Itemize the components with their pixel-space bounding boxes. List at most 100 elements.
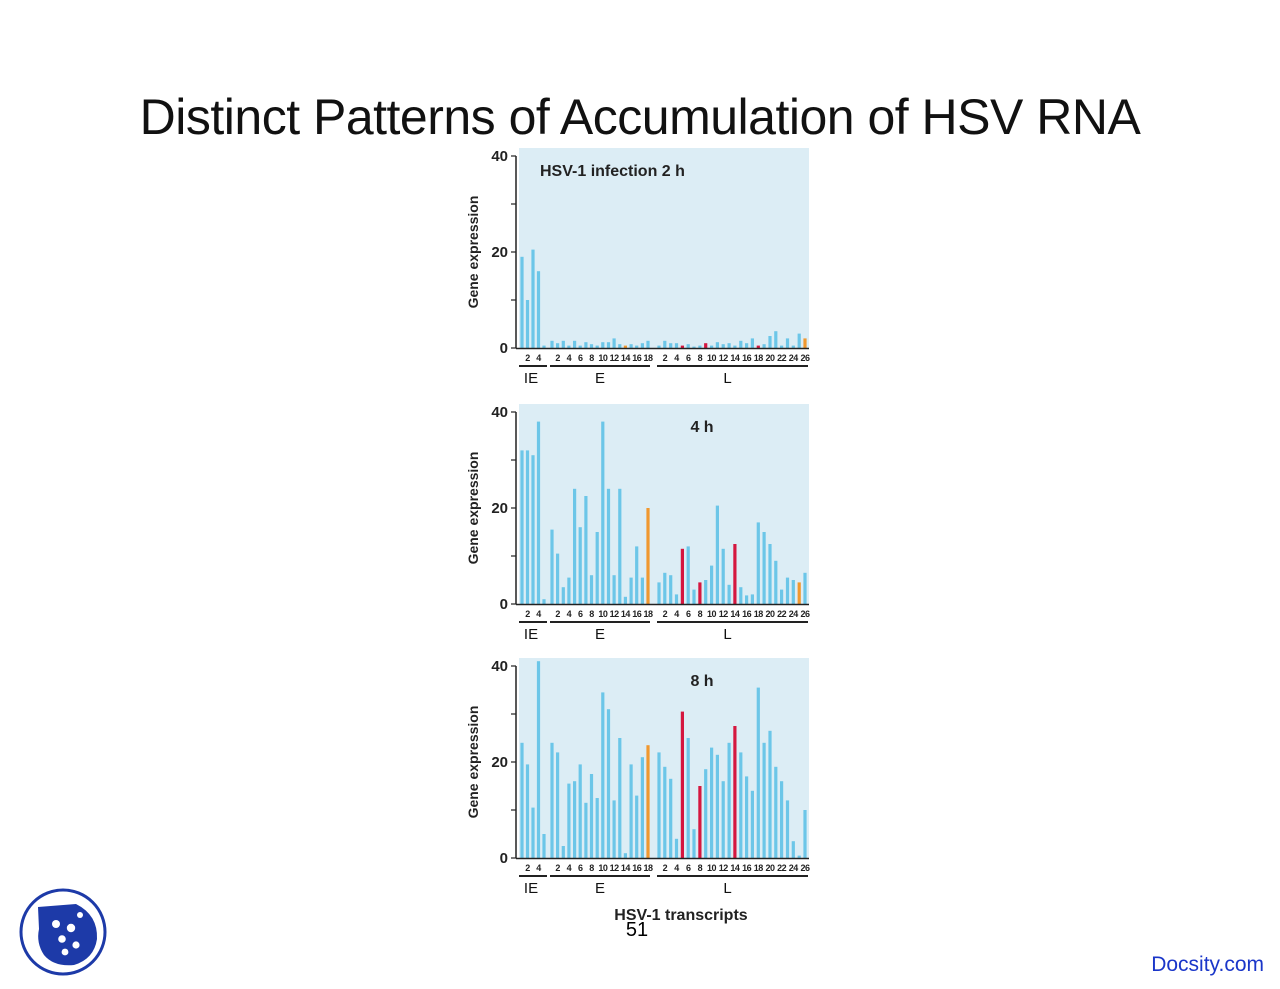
bar: [762, 742, 766, 858]
x-tick-label: 4: [567, 353, 572, 363]
bar: [525, 300, 530, 348]
panel-title: 4 h: [690, 419, 713, 436]
bar: [710, 565, 714, 604]
slide-title: Distinct Patterns of Accumulation of HSV…: [139, 89, 1141, 145]
bar: [698, 786, 702, 858]
bar: [657, 752, 661, 858]
y-tick-label: 40: [491, 148, 508, 165]
bar: [739, 340, 743, 348]
bar: [756, 522, 760, 604]
x-tick-label: 2: [525, 863, 530, 873]
bar: [542, 345, 546, 348]
group-label: E: [595, 370, 605, 387]
x-tick-label: 4: [567, 863, 572, 873]
bar: [733, 345, 737, 348]
bar: [745, 343, 749, 348]
bar: [750, 338, 754, 348]
bar: [595, 798, 599, 858]
bar: [715, 505, 719, 604]
bar: [774, 766, 778, 858]
bar: [692, 829, 696, 858]
x-tick-label: 4: [536, 609, 541, 619]
y-tick-label: 0: [500, 596, 508, 613]
x-tick-label: 12: [610, 609, 620, 619]
bar: [780, 589, 784, 604]
x-tick-label: 8: [589, 609, 594, 619]
bar: [680, 548, 684, 604]
x-tick-label: 4: [674, 609, 679, 619]
x-tick-label: 10: [707, 863, 717, 873]
bar: [721, 548, 725, 604]
x-tick-label: 16: [742, 863, 752, 873]
y-tick-label: 20: [491, 244, 508, 261]
x-tick-label: 14: [621, 863, 631, 873]
panel-title: 8 h: [690, 673, 713, 690]
x-axis-label: HSV-1 transcripts: [614, 907, 747, 924]
bar: [542, 599, 546, 604]
bar: [573, 781, 577, 858]
bar: [663, 766, 667, 858]
x-tick-label: 4: [536, 353, 541, 363]
y-tick-label: 0: [500, 340, 508, 357]
y-tick-label: 20: [491, 754, 508, 771]
bar: [704, 580, 708, 604]
bar: [561, 587, 565, 604]
bar: [669, 575, 673, 604]
bar: [640, 577, 644, 604]
bar: [550, 529, 554, 604]
bar: [578, 764, 582, 858]
bar: [721, 781, 725, 858]
group-label: L: [723, 370, 731, 387]
group-label: E: [595, 626, 605, 643]
bar: [618, 738, 622, 858]
bar: [727, 742, 731, 858]
bar: [686, 738, 690, 858]
bar: [674, 594, 679, 604]
bar: [629, 344, 633, 348]
bar: [803, 338, 807, 348]
bar: [623, 853, 627, 858]
bar: [669, 778, 673, 858]
bar: [733, 544, 737, 604]
x-tick-label: 8: [698, 609, 703, 619]
x-tick-label: 4: [536, 863, 541, 873]
bar: [750, 594, 754, 604]
group-label: L: [723, 626, 731, 643]
bar: [674, 838, 679, 858]
bar: [536, 271, 541, 348]
bar: [589, 774, 594, 858]
x-tick-label: 8: [589, 353, 594, 363]
x-tick-label: 6: [578, 353, 583, 363]
x-tick-label: 18: [754, 863, 764, 873]
bar: [640, 343, 644, 348]
x-tick-label: 18: [754, 609, 764, 619]
x-tick-label: 16: [632, 609, 642, 619]
bar: [657, 582, 661, 604]
bar: [739, 587, 743, 604]
x-tick-label: 24: [789, 353, 799, 363]
bar: [589, 344, 594, 348]
x-tick-label: 14: [730, 609, 740, 619]
bar: [531, 249, 535, 348]
bar: [791, 345, 795, 348]
docsity-watermark: Docsity.com: [1151, 953, 1264, 976]
bar: [727, 343, 731, 348]
bar: [663, 572, 667, 604]
x-tick-label: 12: [610, 353, 620, 363]
bar: [715, 754, 719, 858]
bar: [785, 338, 790, 348]
x-tick-label: 10: [707, 353, 717, 363]
docsity-logo: [19, 888, 107, 976]
x-tick-label: 2: [525, 609, 530, 619]
bar: [573, 340, 577, 348]
bar: [780, 781, 784, 858]
bar: [623, 345, 627, 348]
x-tick-label: 20: [765, 609, 775, 619]
bar: [629, 764, 633, 858]
bar: [727, 584, 731, 604]
bar: [635, 546, 639, 604]
bar: [520, 256, 524, 348]
x-tick-label: 2: [555, 353, 560, 363]
x-tick-label: 22: [777, 609, 787, 619]
bar: [785, 577, 790, 604]
